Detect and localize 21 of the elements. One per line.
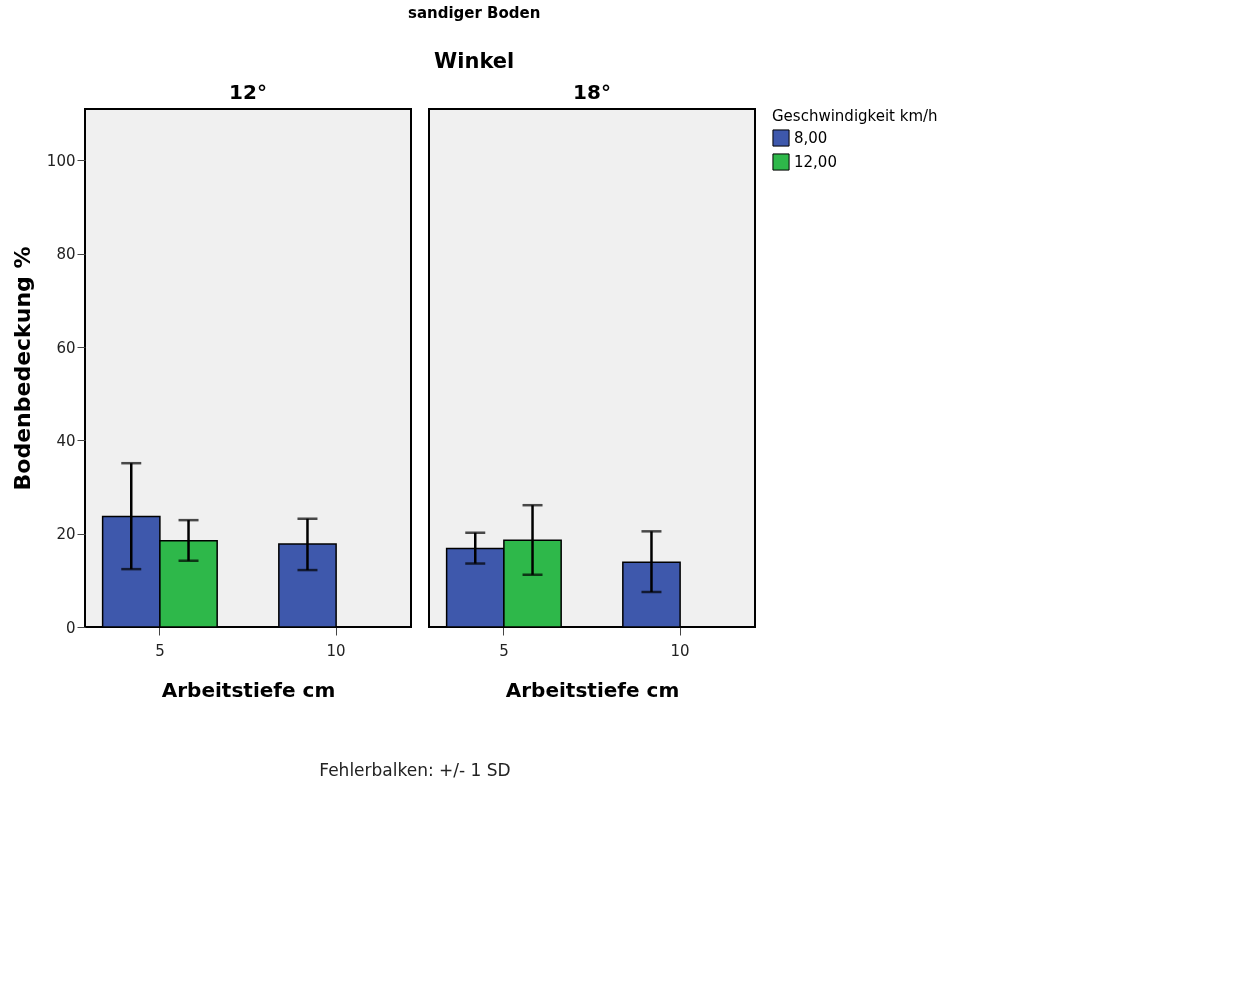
y-tick-label: 80 <box>56 245 76 264</box>
legend-label: 8,00 <box>794 129 828 147</box>
text: Fehlerbalken: +/- 1 SD <box>318 760 512 780</box>
y-tick-label: 40 <box>56 431 76 450</box>
y-tick-label: 20 <box>56 525 76 544</box>
legend-title: Geschwindigkeit km/h <box>772 107 938 125</box>
x-tick-label: 10 <box>670 641 690 660</box>
legend-label: 12,00 <box>794 153 837 171</box>
y-axis-title: Bodenbedeckung % <box>9 246 35 491</box>
chart-title: 12° <box>229 80 267 104</box>
text: sandiger Boden <box>407 4 541 22</box>
chart-title: 18° <box>573 80 611 104</box>
x-axis-title: Arbeitstiefe cm <box>505 677 680 702</box>
x-tick-label: 5 <box>499 641 509 660</box>
text: Winkel <box>434 49 515 73</box>
x-axis-title: Arbeitstiefe cm <box>161 677 336 702</box>
y-tick-label: 0 <box>65 618 76 637</box>
y-tick-label: 100 <box>46 151 76 170</box>
y-tick-label: 60 <box>56 338 76 357</box>
x-tick-label: 5 <box>155 641 165 660</box>
x-tick-label: 10 <box>326 641 346 660</box>
